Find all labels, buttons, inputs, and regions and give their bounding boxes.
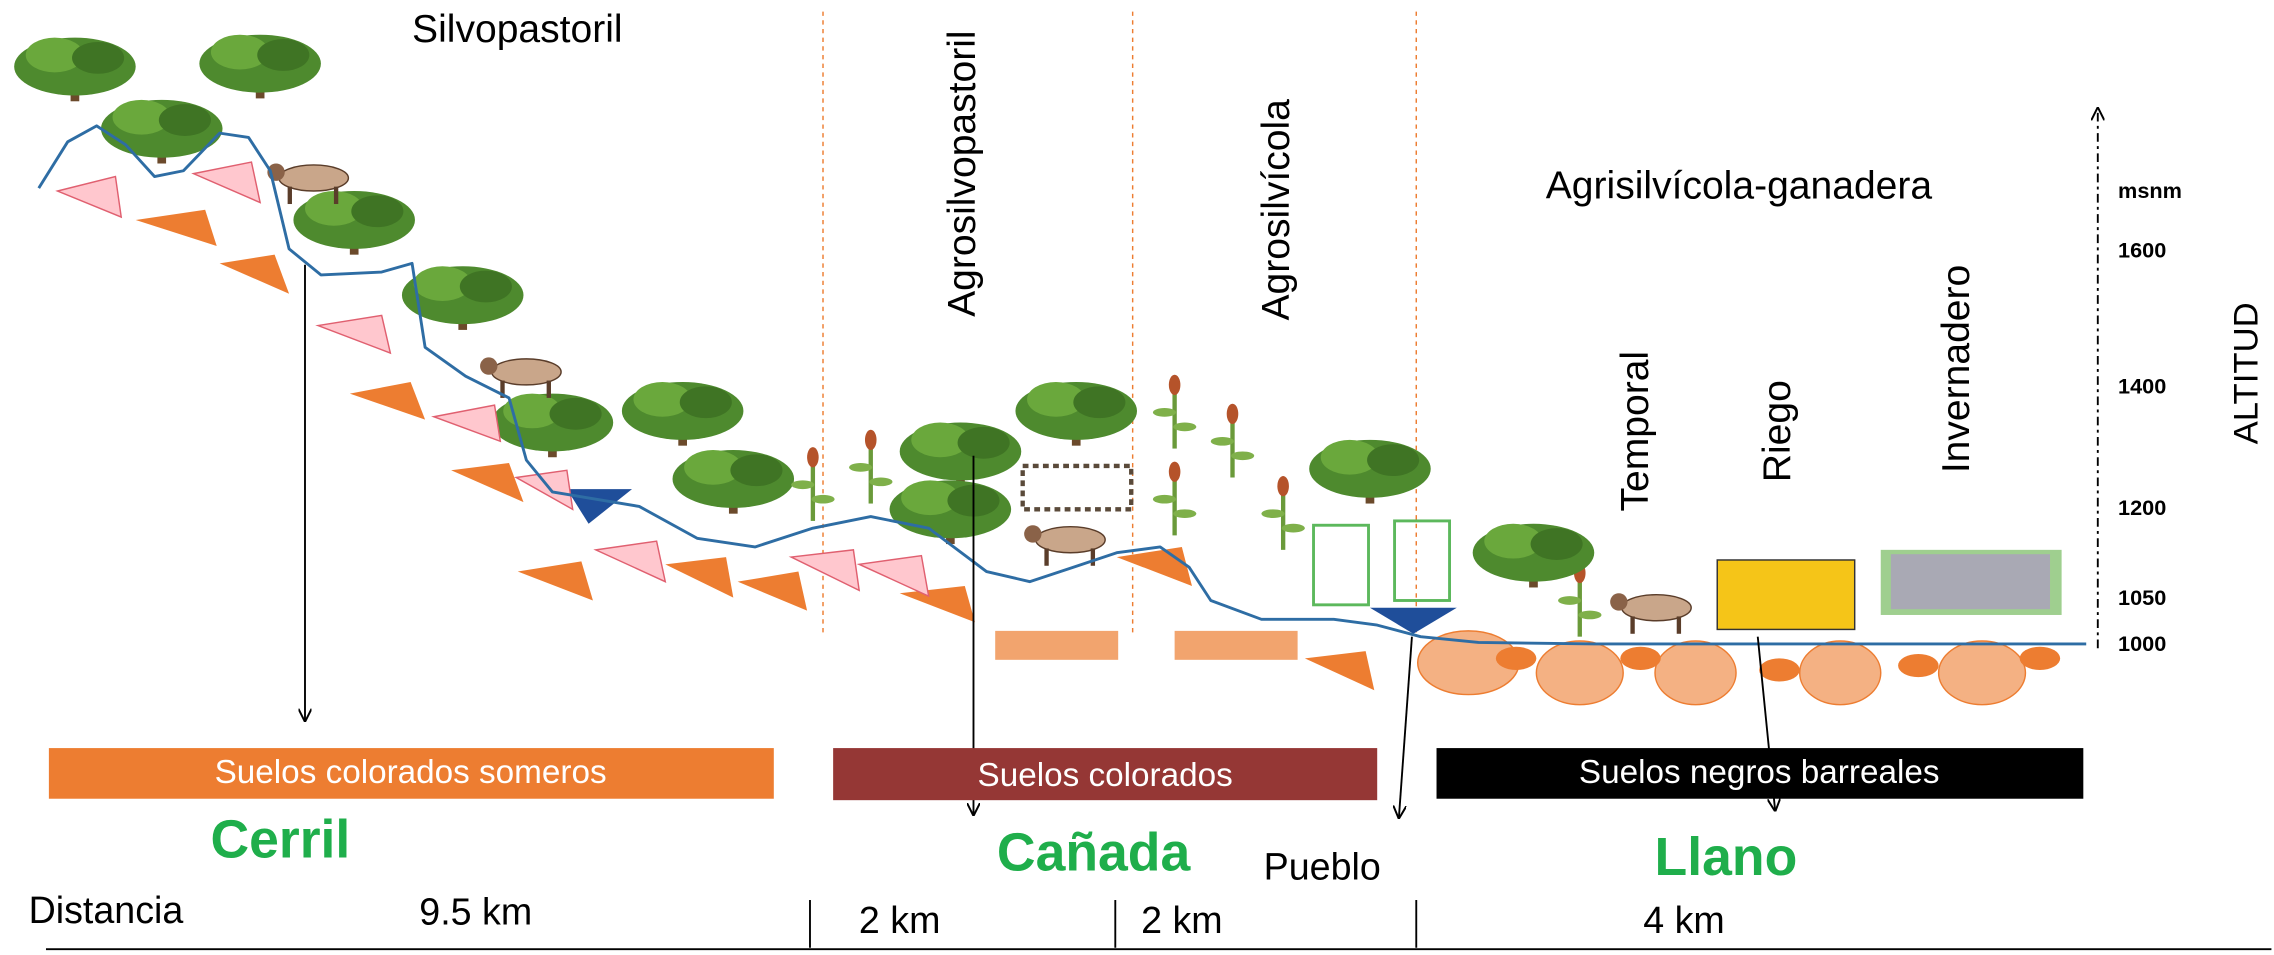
distance-segment: 2 km bbox=[1141, 899, 1222, 941]
altitude-title: ALTITUD bbox=[2227, 302, 2265, 444]
zone-label: Agrisilvícola-ganadera bbox=[1546, 164, 1933, 207]
subzone-label: Riego bbox=[1756, 380, 1799, 482]
soil-label: Suelos colorados someros bbox=[215, 754, 607, 791]
altitude-tick: 1600 bbox=[2118, 238, 2166, 263]
region-label: Cerril bbox=[210, 811, 350, 870]
zone-dividers bbox=[823, 12, 1416, 637]
distance-label: Distancia bbox=[29, 889, 184, 931]
zone-label: Agrosilvícola bbox=[1255, 99, 1298, 321]
altitude-tick: 1050 bbox=[2118, 585, 2166, 610]
subzone-label: Temporal bbox=[1614, 351, 1657, 512]
town-label: Pueblo bbox=[1264, 846, 1381, 888]
illustrations bbox=[14, 35, 2061, 705]
page: Silvopastoril Agrosilvopastoril Agrosilv… bbox=[0, 0, 2274, 955]
altitude-unit: msnm bbox=[2118, 178, 2182, 203]
altitude-tick: 1400 bbox=[2118, 374, 2166, 399]
diagram: Silvopastoril Agrosilvopastoril Agrosilv… bbox=[0, 0, 2274, 955]
region-label: Llano bbox=[1655, 828, 1798, 887]
altitude-tick: 1200 bbox=[2118, 495, 2166, 520]
altitude-tick: 1000 bbox=[2118, 631, 2166, 656]
zone-label: Silvopastoril bbox=[412, 8, 623, 51]
zone-label: Agrosilvopastoril bbox=[941, 30, 984, 316]
distance-segment: 4 km bbox=[1643, 899, 1725, 941]
distance-segment: 2 km bbox=[859, 899, 941, 941]
subzone-label: Invernadero bbox=[1935, 265, 1978, 473]
soil-label: Suelos negros barreales bbox=[1579, 754, 1940, 791]
region-label: Cañada bbox=[997, 824, 1192, 883]
distance-segment: 9.5 km bbox=[419, 890, 532, 932]
soil-label: Suelos colorados bbox=[978, 757, 1233, 794]
